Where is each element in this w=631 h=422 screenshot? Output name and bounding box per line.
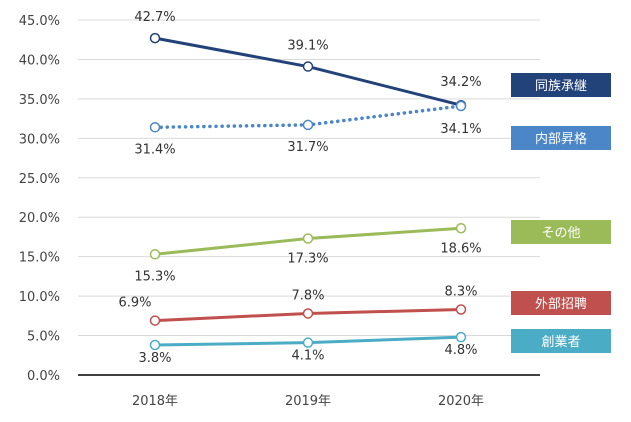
legend-swatch bbox=[511, 291, 611, 315]
y-tick-label: 35.0% bbox=[19, 93, 60, 108]
x-tick-label: 2018年 bbox=[132, 394, 178, 409]
data-label: 34.2% bbox=[440, 75, 481, 90]
data-label: 4.1% bbox=[291, 349, 324, 364]
data-point bbox=[302, 233, 314, 244]
x-tick-label: 2020年 bbox=[438, 394, 484, 409]
y-tick-label: 30.0% bbox=[19, 132, 60, 147]
data-label: 4.8% bbox=[444, 343, 477, 358]
legend-label: 外部招聘 bbox=[535, 297, 587, 312]
data-label: 31.4% bbox=[134, 142, 175, 157]
data-point bbox=[455, 100, 467, 112]
legend-label: 創業者 bbox=[541, 334, 580, 350]
data-label: 17.3% bbox=[287, 252, 328, 267]
data-label: 31.7% bbox=[287, 140, 328, 155]
y-tick-label: 45.0% bbox=[19, 14, 60, 29]
data-point bbox=[455, 304, 467, 315]
data-label: 42.7% bbox=[134, 10, 175, 25]
data-label: 8.3% bbox=[444, 285, 477, 300]
data-point bbox=[302, 308, 314, 319]
data-point bbox=[455, 331, 467, 343]
y-tick-label: 10.0% bbox=[19, 290, 60, 305]
y-axis: 0.0% 5.0% 10.0% 15.0% 20.0% 25.0% 30.0% 35.0% 40… bbox=[19, 14, 60, 384]
x-tick-label: 2019年 bbox=[285, 394, 331, 409]
data-label: 6.9% bbox=[118, 296, 151, 311]
y-tick-label: 20.0% bbox=[19, 211, 60, 226]
legend-swatch bbox=[511, 73, 611, 97]
data-label: 39.1% bbox=[287, 39, 328, 54]
series-group bbox=[149, 32, 467, 351]
y-tick-label: 40.0% bbox=[19, 53, 60, 68]
data-point bbox=[302, 337, 314, 348]
data-point bbox=[302, 61, 314, 72]
data-label: 3.8% bbox=[138, 351, 171, 366]
data-label: 18.6% bbox=[440, 241, 481, 256]
y-tick-label: 25.0% bbox=[19, 172, 60, 187]
data-point bbox=[149, 315, 161, 326]
data-point bbox=[455, 223, 467, 234]
data-labels: 42.7% 39.1% 34.2% 31.4% 31.7% 34.1% 15.3% 17.3%… bbox=[118, 10, 481, 366]
legend-swatch bbox=[511, 126, 611, 150]
data-label: 34.1% bbox=[440, 122, 481, 137]
data-point bbox=[149, 249, 161, 260]
x-axis: 2018年 2019年 2020年 bbox=[78, 374, 540, 409]
data-label: 7.8% bbox=[291, 288, 324, 303]
legend-swatch bbox=[511, 329, 611, 353]
y-tick-label: 5.0% bbox=[27, 330, 60, 345]
data-point bbox=[149, 339, 161, 351]
legend-label: その他 bbox=[541, 226, 580, 241]
data-label: 15.3% bbox=[134, 269, 175, 284]
data-point bbox=[302, 119, 314, 131]
y-tick-label: 0.0% bbox=[27, 369, 60, 384]
y-tick-label: 15.0% bbox=[19, 251, 60, 266]
legend-label: 同族承継 bbox=[535, 78, 587, 94]
legend-swatch bbox=[511, 220, 611, 244]
legend-label: 内部昇格 bbox=[535, 131, 587, 147]
data-point bbox=[149, 32, 161, 44]
data-point bbox=[149, 122, 161, 133]
